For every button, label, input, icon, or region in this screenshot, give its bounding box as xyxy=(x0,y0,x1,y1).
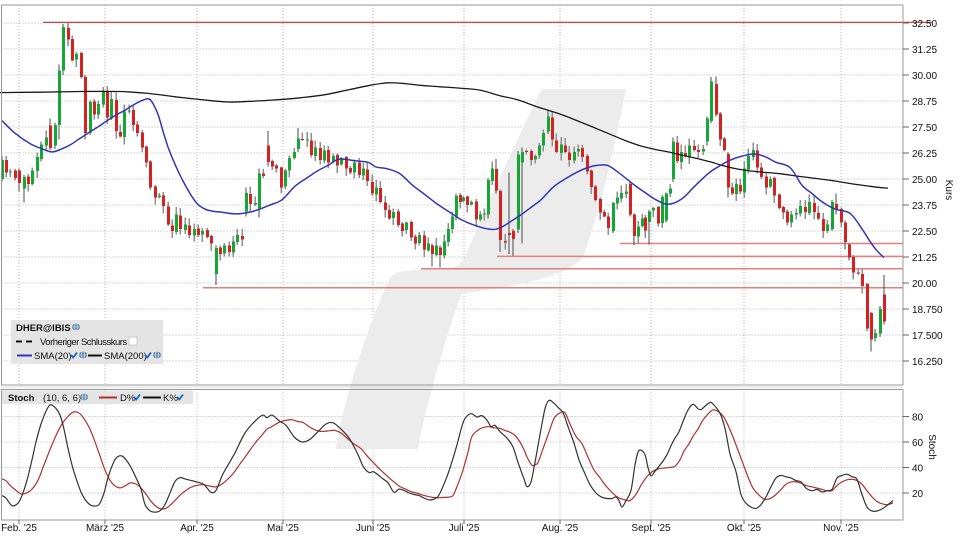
svg-text:Kurs: Kurs xyxy=(943,180,954,201)
svg-text:26.25: 26.25 xyxy=(912,149,937,160)
svg-text:20.00: 20.00 xyxy=(912,279,937,290)
svg-text:80: 80 xyxy=(912,412,924,423)
svg-text:31.25: 31.25 xyxy=(912,45,937,56)
svg-text:21.25: 21.25 xyxy=(912,253,937,264)
svg-text:22.50: 22.50 xyxy=(912,227,937,238)
svg-text:17.500: 17.500 xyxy=(912,331,943,342)
svg-text:(10, 6, 6): (10, 6, 6) xyxy=(43,393,81,404)
svg-text:Stoch: Stoch xyxy=(926,434,937,460)
svg-text:23.75: 23.75 xyxy=(912,201,937,212)
svg-text:DHER@IBIS: DHER@IBIS xyxy=(16,323,71,334)
svg-text:Sept. '25: Sept. '25 xyxy=(631,523,671,534)
svg-text:Vorheriger Schlusskurs: Vorheriger Schlusskurs xyxy=(40,337,127,348)
svg-text:28.75: 28.75 xyxy=(912,97,937,108)
svg-text:Juli '25: Juli '25 xyxy=(449,523,480,534)
svg-text:Nov. '25: Nov. '25 xyxy=(823,523,859,534)
svg-text:März '25: März '25 xyxy=(86,523,124,534)
svg-text:30.00: 30.00 xyxy=(912,71,937,82)
svg-text:Aug. '25: Aug. '25 xyxy=(542,523,579,534)
svg-text:Stoch: Stoch xyxy=(8,393,35,404)
svg-text:Feb. '25: Feb. '25 xyxy=(1,523,37,534)
svg-text:20: 20 xyxy=(912,489,924,500)
svg-text:Okt. '25: Okt. '25 xyxy=(727,523,762,534)
svg-text:SMA(200): SMA(200) xyxy=(104,351,147,362)
svg-text:Juni '25: Juni '25 xyxy=(356,523,391,534)
svg-text:K%: K% xyxy=(163,393,178,404)
svg-text:Apr. '25: Apr. '25 xyxy=(180,523,214,534)
svg-text:Mai '25: Mai '25 xyxy=(267,523,299,534)
svg-text:D%: D% xyxy=(120,393,136,404)
svg-text:SMA(20): SMA(20) xyxy=(34,351,71,362)
svg-text:27.50: 27.50 xyxy=(912,123,937,134)
svg-text:40: 40 xyxy=(912,463,924,474)
svg-text:16.250: 16.250 xyxy=(912,357,943,368)
svg-text:18.750: 18.750 xyxy=(912,305,943,316)
svg-text:60: 60 xyxy=(912,438,924,449)
svg-text:32.50: 32.50 xyxy=(912,19,937,30)
svg-text:25.00: 25.00 xyxy=(912,175,937,186)
